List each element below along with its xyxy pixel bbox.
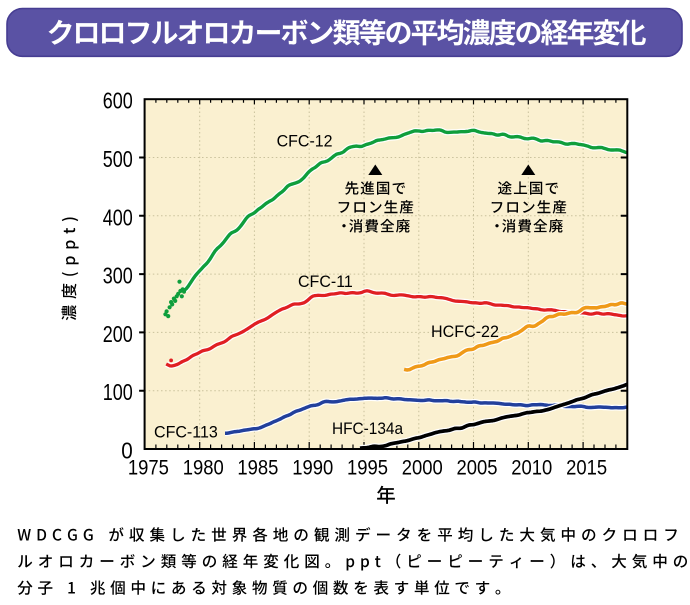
svg-text:500: 500 xyxy=(103,147,133,173)
svg-text:CFC-12: CFC-12 xyxy=(277,132,333,151)
svg-text:600: 600 xyxy=(103,89,133,115)
svg-text:1990: 1990 xyxy=(292,456,333,479)
svg-text:1985: 1985 xyxy=(237,456,278,479)
svg-text:300: 300 xyxy=(103,264,133,290)
svg-text:0: 0 xyxy=(121,437,133,463)
svg-text:200: 200 xyxy=(103,322,133,348)
svg-text:2010: 2010 xyxy=(511,456,552,479)
svg-text:2000: 2000 xyxy=(402,456,443,479)
svg-text:2005: 2005 xyxy=(457,456,498,479)
svg-text:CFC-11: CFC-11 xyxy=(298,273,353,292)
svg-text:1995: 1995 xyxy=(347,456,388,479)
svg-text:1975: 1975 xyxy=(128,456,169,479)
svg-text:1980: 1980 xyxy=(183,456,224,479)
svg-text:400: 400 xyxy=(103,205,133,231)
svg-text:CFC-113: CFC-113 xyxy=(154,422,218,442)
svg-text:2015: 2015 xyxy=(566,456,607,479)
svg-text:HFC-134a: HFC-134a xyxy=(332,419,404,438)
svg-text:100: 100 xyxy=(103,380,133,406)
svg-text:HCFC-22: HCFC-22 xyxy=(431,322,499,342)
